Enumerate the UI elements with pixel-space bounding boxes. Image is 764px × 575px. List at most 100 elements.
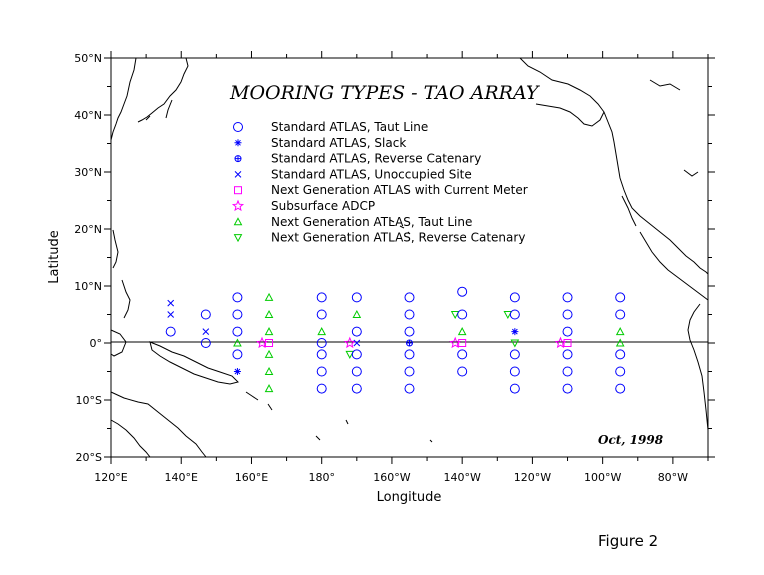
x-tick-label: 120°W	[514, 471, 551, 484]
x-axis-label: Longitude	[377, 490, 442, 505]
mooring-star	[343, 336, 356, 349]
mooring-circle	[351, 349, 362, 360]
legend-label: Standard ATLAS, Unoccupied Site	[271, 167, 472, 181]
x-tick-label: 160°W	[373, 471, 410, 484]
x-tick-label: 140°W	[443, 471, 480, 484]
mooring-circle	[351, 383, 362, 394]
plot-frame	[110, 57, 709, 458]
mooring-triangle-up	[457, 327, 467, 336]
mooring-circle	[615, 292, 626, 303]
x-tick-label: 120°E	[94, 471, 127, 484]
mooring-triangle-up	[264, 292, 274, 301]
legend-symbol-x	[234, 171, 242, 178]
coast-philippines	[112, 229, 131, 319]
mooring-triangle-up	[615, 338, 625, 347]
legend-label: Standard ATLAS, Reverse Catenary	[271, 152, 481, 166]
mooring-circle	[562, 366, 573, 377]
mooring-triangle-down	[450, 311, 460, 320]
y-tick-label: 50°N	[74, 52, 102, 65]
legend-label: Subsurface ADCP	[271, 199, 375, 213]
coast-lakes	[649, 79, 699, 177]
mooring-circle	[562, 309, 573, 320]
legend-symbol-triangle-up	[233, 217, 243, 226]
legend-label: Next Generation ATLAS, Reverse Catenary	[271, 231, 525, 245]
mooring-asterisk	[233, 368, 241, 375]
legend-symbol-diamond	[234, 155, 242, 163]
mooring-circle	[316, 338, 327, 348]
mooring-triangle-down	[503, 311, 513, 320]
mooring-circle	[615, 309, 626, 320]
mooring-circle	[457, 349, 468, 360]
mooring-circle	[509, 349, 520, 360]
mooring-markers	[165, 286, 626, 394]
map-title: MOORING TYPES - TAO ARRAY	[229, 82, 541, 104]
mooring-triangle-up	[317, 327, 327, 336]
mooring-circle	[232, 309, 243, 320]
mooring-circle	[615, 349, 626, 360]
mooring-circle	[165, 326, 176, 337]
coast-asia	[110, 57, 137, 141]
mooring-x	[353, 339, 361, 347]
y-tick-label: 40°N	[74, 109, 102, 122]
coast-north-america	[603, 111, 709, 275]
mooring-square	[458, 339, 467, 347]
legend-label: Next Generation ATLAS with Current Meter	[271, 183, 528, 197]
coast-new-guinea	[149, 341, 239, 385]
mooring-circle	[562, 326, 573, 337]
y-tick-label: 0°	[90, 337, 103, 350]
mooring-circle	[457, 366, 468, 377]
legend-label: Standard ATLAS, Slack	[271, 136, 406, 150]
legend-symbol-star	[231, 199, 245, 212]
mooring-circle	[316, 383, 327, 394]
coastlines	[110, 57, 709, 458]
mooring-circle	[316, 292, 327, 303]
mooring-circle	[509, 366, 520, 377]
coast-baja	[621, 195, 637, 227]
mooring-circle	[232, 326, 243, 337]
mooring-circle	[351, 366, 362, 377]
mooring-triangle-down	[345, 350, 355, 359]
legend: Standard ATLAS, Taut Line Standard ATLAS,…	[231, 120, 528, 245]
y-axis-label: Latitude	[47, 230, 62, 284]
mooring-circle	[404, 292, 415, 303]
legend-symbol-asterisk	[234, 139, 242, 147]
mooring-circle	[562, 383, 573, 394]
coast-australia	[110, 391, 207, 458]
y-tick-label: 10°S	[76, 394, 102, 407]
mooring-circle	[200, 338, 211, 348]
mooring-circle	[200, 309, 211, 320]
mooring-diamond	[406, 339, 413, 347]
x-tick-label: 80°W	[658, 471, 688, 484]
x-tick-label: 100°W	[584, 471, 621, 484]
mooring-asterisk	[511, 328, 519, 336]
mooring-circle	[615, 366, 626, 377]
mooring-triangle-up	[352, 309, 362, 318]
mooring-square	[265, 339, 274, 347]
coast-solomons	[245, 391, 273, 411]
axis-tick-labels: 120°E 140°E 160°E 180° 160°W 140°W 120°W 100°W 8…	[74, 52, 688, 484]
mooring-circle	[404, 349, 415, 360]
x-tick-label: 180°	[308, 471, 335, 484]
mooring-circle	[509, 383, 520, 394]
mooring-circle	[316, 349, 327, 360]
coast-central-america	[639, 231, 709, 301]
mooring-circle	[562, 292, 573, 303]
legend-symbol-circle	[233, 122, 243, 132]
coast-fiji	[315, 419, 433, 443]
legend-label: Next Generation ATLAS, Taut Line	[271, 215, 472, 229]
mooring-circle	[457, 286, 468, 297]
mooring-triangle-up	[264, 384, 274, 393]
mooring-triangle-up	[264, 366, 274, 375]
mooring-circle	[457, 309, 468, 320]
axis-ticks	[104, 51, 715, 464]
mooring-square	[563, 339, 572, 347]
mooring-triangle-down	[510, 339, 520, 348]
legend-symbol-triangle-down	[233, 234, 243, 243]
mooring-x	[167, 311, 175, 318]
coast-japan	[137, 57, 189, 123]
y-tick-label: 10°N	[74, 280, 102, 293]
date-label: Oct, 1998	[598, 433, 664, 447]
mooring-circle	[404, 309, 415, 320]
x-tick-label: 140°E	[165, 471, 198, 484]
coast-south-america	[687, 303, 709, 457]
